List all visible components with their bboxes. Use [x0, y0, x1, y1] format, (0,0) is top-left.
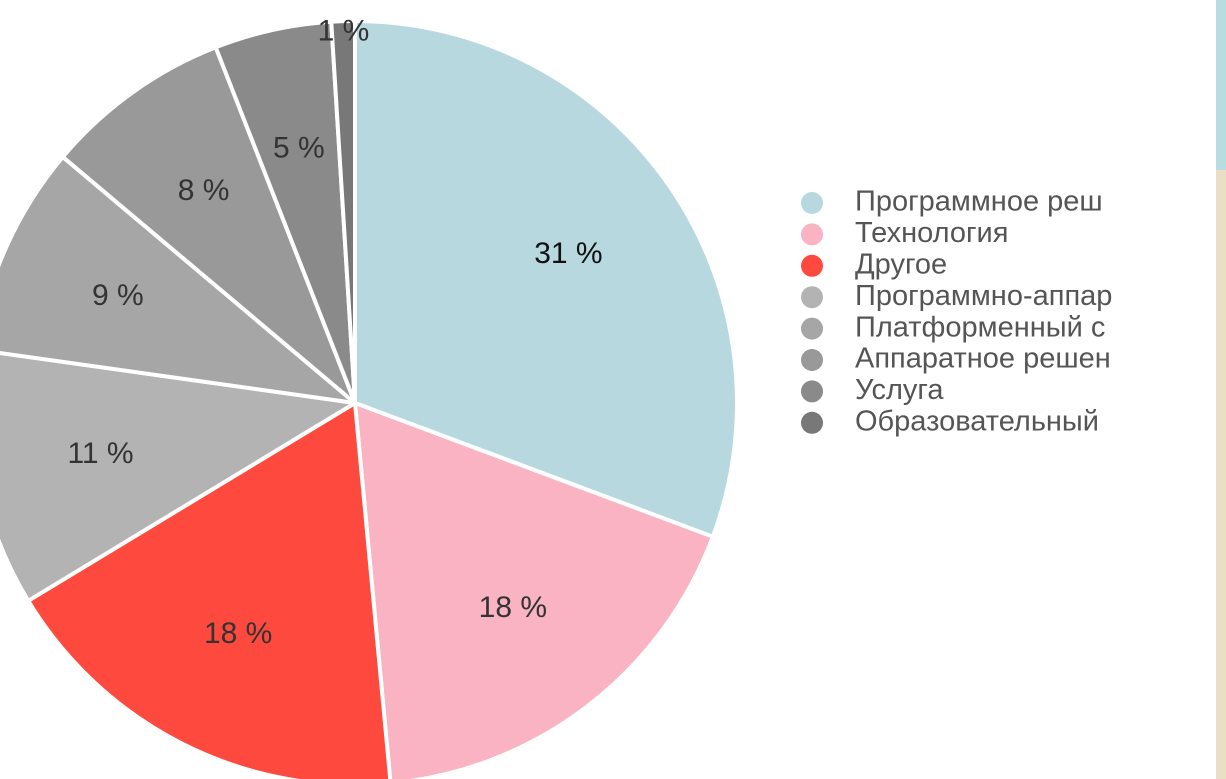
legend-marker — [801, 254, 823, 277]
data-label: 31 % — [534, 237, 602, 270]
legend-marker — [801, 223, 823, 246]
pie: 31 % 18 % 18 % 11 % 9 % 8 % 5 % 1 % — [0, 15, 739, 779]
legend-marker — [801, 349, 823, 371]
legend-marker — [801, 380, 823, 403]
data-label: 18 % — [479, 591, 547, 624]
legend-label: Другое — [855, 248, 947, 280]
legend-label: Платформенный с — [855, 311, 1105, 343]
legend-label: Технология — [855, 217, 1008, 249]
side-panel-top — [1216, 0, 1226, 170]
data-label: 5 % — [273, 131, 325, 164]
pie-slice — [353, 19, 739, 539]
pie-slice — [0, 154, 357, 405]
legend-label: Услуга — [855, 374, 944, 406]
side-panel — [1216, 0, 1226, 779]
pie-slice — [26, 401, 393, 779]
data-label: 9 % — [92, 279, 144, 312]
legend-label: Аппаратное решен — [855, 343, 1111, 375]
legend: Программное решТехнологияДругоеПрограммн… — [801, 186, 1112, 437]
legend-marker — [801, 286, 823, 309]
legend-label: Образовательный — [855, 405, 1099, 437]
data-label: 1 % — [318, 15, 370, 48]
legend-label: Программно-аппар — [855, 280, 1112, 312]
pie-slice — [60, 45, 357, 405]
data-label: 11 % — [67, 437, 133, 470]
data-label: 18 % — [204, 617, 272, 650]
legend-marker — [801, 317, 823, 340]
pie-slice — [0, 350, 357, 603]
legend-label: Программное реш — [855, 186, 1103, 218]
data-label: 8 % — [178, 174, 230, 207]
legend-marker — [801, 411, 823, 434]
pie-slice — [353, 401, 715, 779]
pie-slice — [329, 19, 357, 405]
legend-marker — [801, 192, 823, 214]
